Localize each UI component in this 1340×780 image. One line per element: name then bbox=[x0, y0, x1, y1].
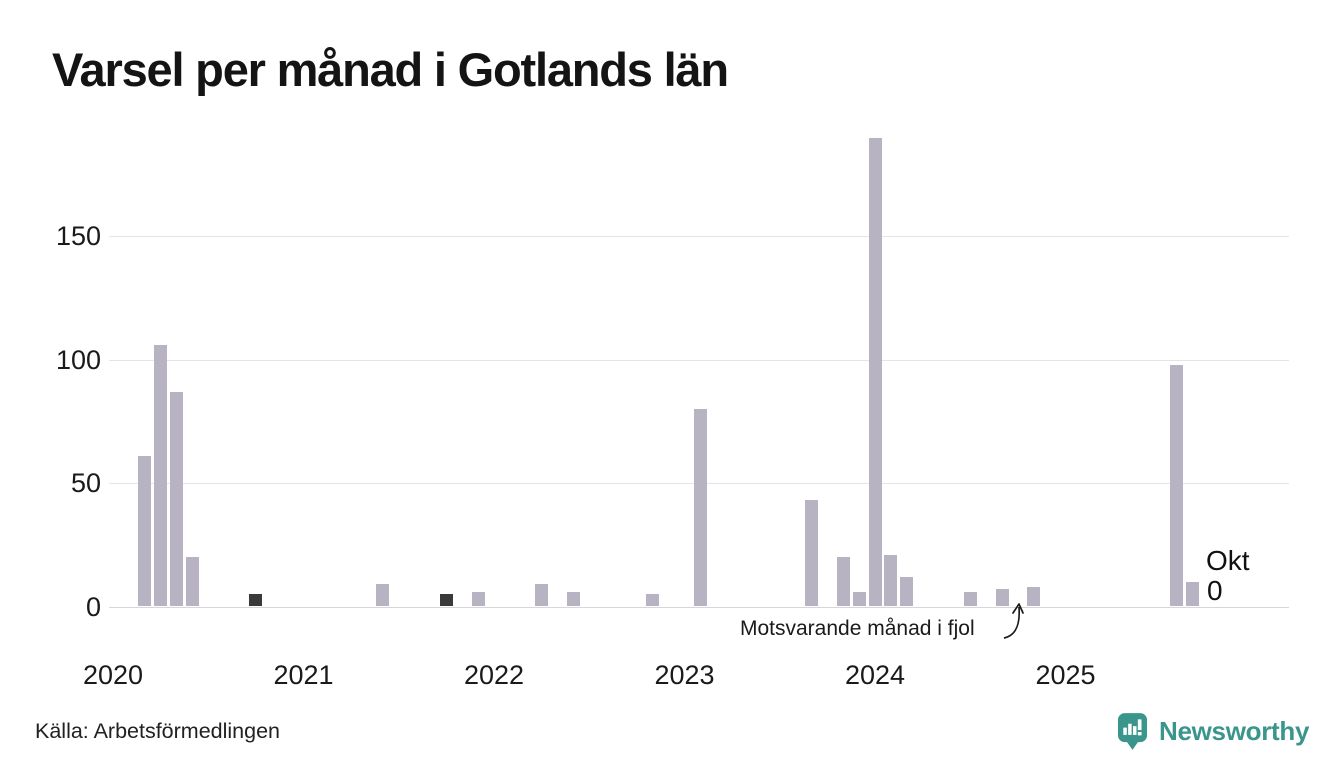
latest-month-label: Okt bbox=[1206, 545, 1250, 576]
bar-2021-12 bbox=[471, 591, 485, 607]
annotation-arrow-icon bbox=[1003, 603, 1024, 639]
bar-2022-11 bbox=[646, 594, 660, 607]
x-tick-label-2020: 2020 bbox=[82, 660, 144, 690]
y-tick-label-50: 50 bbox=[70, 468, 101, 499]
x-tick-label-2024: 2024 bbox=[844, 660, 906, 690]
y-tick-label-150: 150 bbox=[55, 221, 101, 252]
bar-2020-03 bbox=[138, 455, 152, 607]
x-tick-label-2022: 2022 bbox=[463, 660, 525, 690]
bar-2020-05 bbox=[170, 391, 183, 607]
bar-2023-11 bbox=[836, 557, 850, 607]
bar-2024-09 bbox=[995, 589, 1009, 607]
x-tick-label-2025: 2025 bbox=[1035, 660, 1096, 690]
bar-2024-07 bbox=[963, 591, 977, 607]
bar-2023-12 bbox=[852, 591, 866, 607]
chart-title: Varsel per månad i Gotlands län bbox=[52, 43, 729, 96]
y-tick-label-100: 100 bbox=[55, 344, 101, 375]
newsworthy-wordmark: Newsworthy bbox=[1159, 716, 1310, 746]
bar-2024-11 bbox=[1027, 586, 1041, 607]
bar-2025-09 bbox=[1186, 581, 1199, 607]
bar-2023-09 bbox=[805, 500, 818, 607]
newsworthy-logo: Newsworthy bbox=[1117, 712, 1309, 751]
annotation-last-year: Motsvarande månad i fjol bbox=[740, 617, 975, 640]
bar-2021-06 bbox=[376, 584, 390, 607]
gridline-150 bbox=[109, 236, 1289, 238]
bar-2025-08 bbox=[1170, 364, 1184, 607]
latest-month-value: 0 bbox=[1207, 575, 1223, 606]
bar-2020-04 bbox=[154, 344, 168, 607]
source-caption: Källa: Arbetsförmedlingen bbox=[35, 719, 281, 743]
bar-2020-06 bbox=[185, 557, 199, 607]
gridline-100 bbox=[109, 359, 1289, 361]
x-tick-label-2023: 2023 bbox=[654, 660, 715, 690]
bar-2020-10 bbox=[249, 594, 263, 607]
bar-2023-02 bbox=[693, 409, 707, 607]
bar-2024-02 bbox=[884, 554, 898, 607]
newsworthy-pin-icon bbox=[1117, 713, 1148, 750]
x-tick-label-2021: 2021 bbox=[273, 660, 334, 690]
bar-2022-04 bbox=[535, 584, 549, 607]
bar-2022-06 bbox=[566, 591, 580, 607]
y-tick-label-0: 0 bbox=[85, 591, 101, 622]
bar-2024-01 bbox=[868, 137, 882, 607]
bar-2024-03 bbox=[900, 576, 914, 607]
gridline-0 bbox=[109, 606, 1289, 608]
bar-2021-10 bbox=[439, 594, 453, 607]
